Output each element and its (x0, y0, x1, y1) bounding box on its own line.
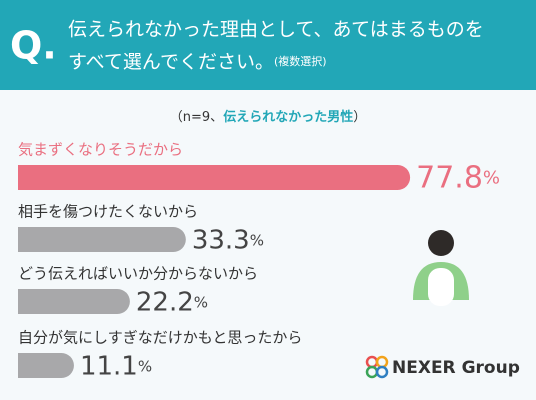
subtitle: （n=9、伝えられなかった男性） (170, 109, 366, 125)
value-label: 11.1% (80, 351, 152, 381)
category-label: 気まずくなりそうだから (18, 141, 183, 159)
category-label: どう伝えればいいか分からないから (18, 265, 258, 283)
subtitle-part: （n=9、 (170, 110, 223, 125)
value-label: 33.3% (192, 225, 264, 255)
brand-logo (365, 355, 389, 379)
subtitle-part: 伝えられなかった男性 (223, 109, 353, 125)
bar (18, 227, 186, 252)
bar (18, 165, 411, 190)
question-note: (複数選択) (274, 54, 327, 68)
question-mark: Q. (10, 24, 57, 68)
category-label: 相手を傷つけたくないから (18, 203, 198, 221)
person-icon (413, 230, 469, 306)
question-line: すべて選んでください。 (68, 51, 274, 73)
subtitle-part: ） (353, 110, 366, 125)
header-band (0, 0, 536, 90)
brand-name: NEXER Group (392, 358, 520, 378)
value-label: 22.2% (136, 287, 208, 317)
category-label: 自分が気にしすぎなだけかもと思ったから (18, 329, 302, 347)
question-line: すべて選んでください。(複数選択) (68, 51, 327, 73)
question-line: 伝えられなかった理由として、あてはまるものを (68, 19, 484, 41)
value-label: 77.8% (416, 160, 500, 195)
bar (18, 289, 130, 314)
bar (18, 353, 74, 378)
